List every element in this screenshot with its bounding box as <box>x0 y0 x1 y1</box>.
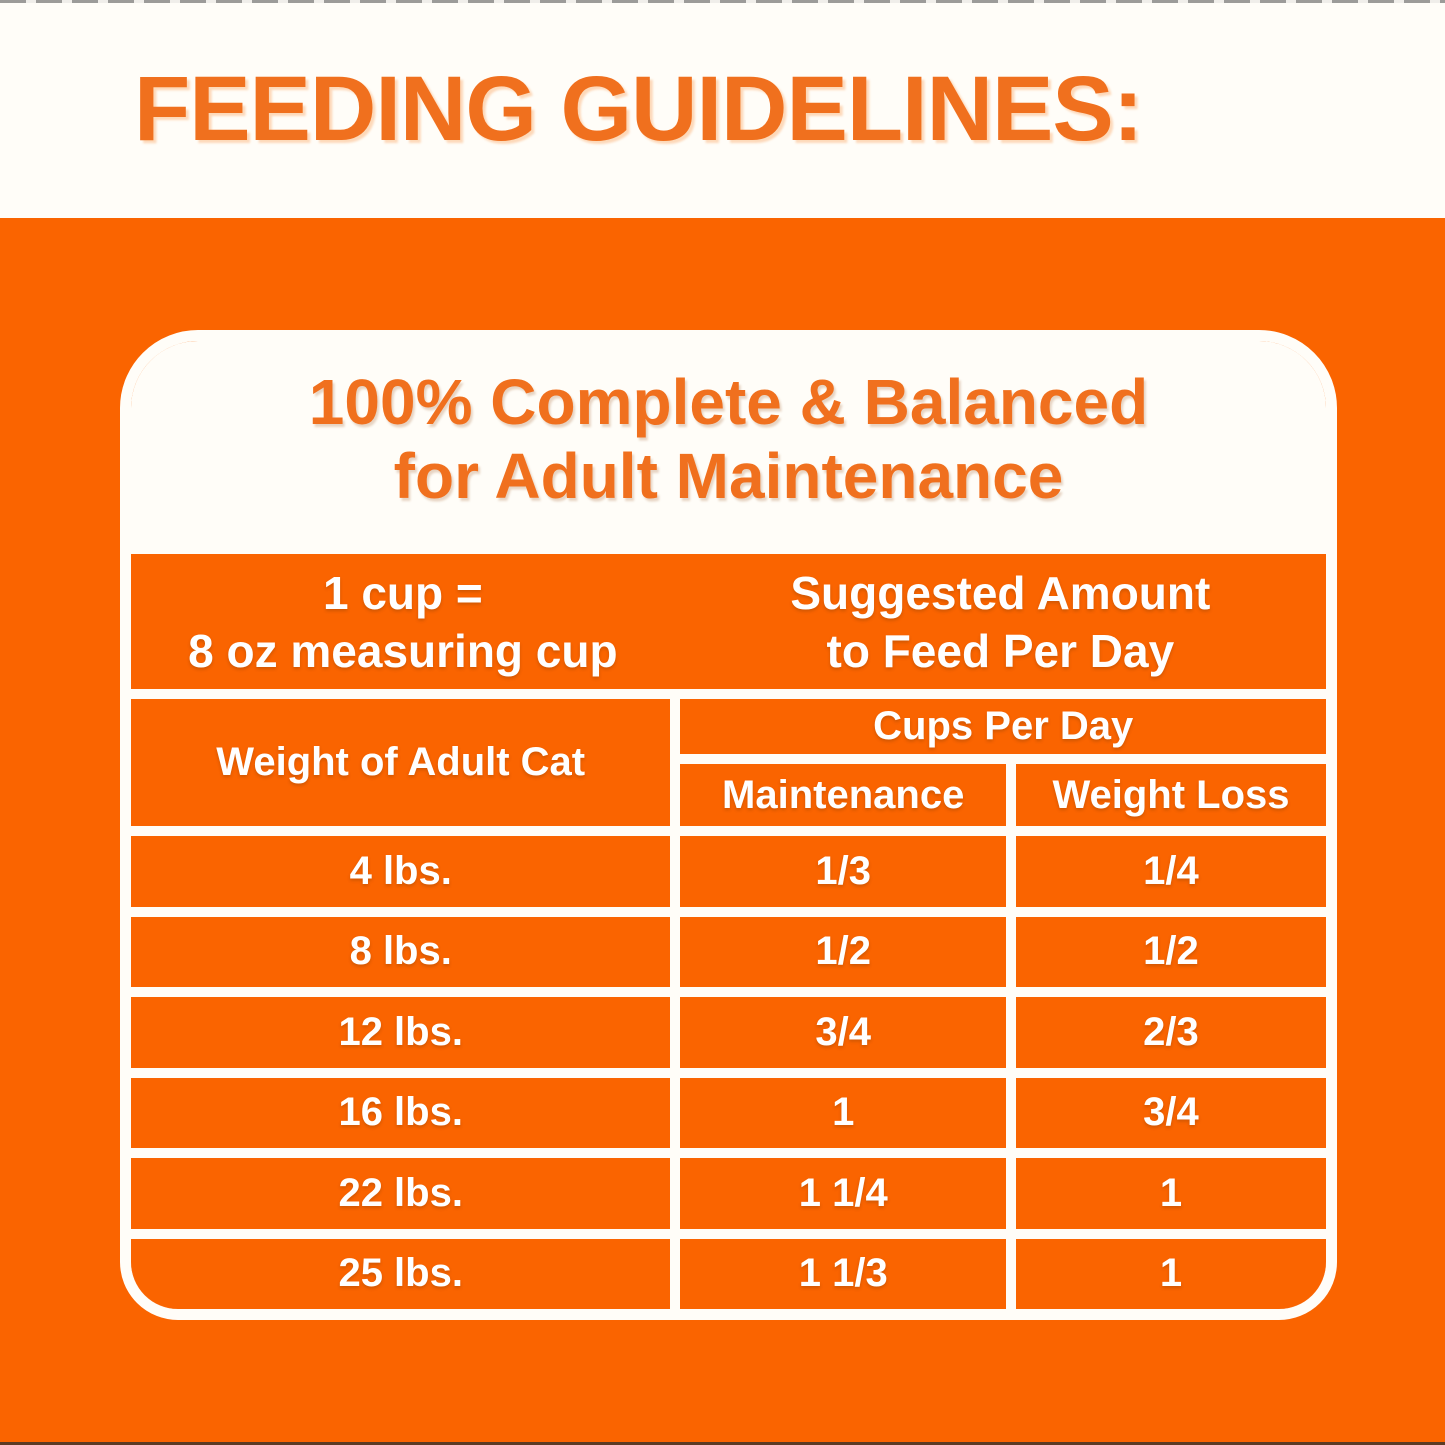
maintenance-cell: 1/2 <box>680 916 1006 987</box>
weight-loss-cell: 1 <box>1015 1158 1326 1229</box>
weight-cell: 22 lbs. <box>131 1158 671 1229</box>
page-title: FEEDING GUIDELINES: <box>134 57 1143 160</box>
measure-note: 1 cup = 8 oz measuring cup <box>131 554 675 689</box>
feeding-table: 1 cup = 8 oz measuring cup Suggested Amo… <box>131 544 1326 1309</box>
weight-cell: 8 lbs. <box>131 916 671 987</box>
card-title-line1: 100% Complete & Balanced <box>308 365 1149 438</box>
maintenance-column-header: Maintenance <box>680 764 1006 826</box>
table-top-band: 1 cup = 8 oz measuring cup Suggested Amo… <box>131 554 1326 689</box>
weight-loss-cell: 1/4 <box>1015 836 1326 907</box>
maintenance-cell: 1 <box>680 1077 1006 1148</box>
maintenance-cell: 1/3 <box>680 836 1006 907</box>
maintenance-cell: 1 1/3 <box>680 1238 1006 1309</box>
maintenance-cell: 1 1/4 <box>680 1158 1006 1229</box>
weight-loss-column-header: Weight Loss <box>1015 764 1326 826</box>
weight-cell: 4 lbs. <box>131 836 671 907</box>
weight-cell: 25 lbs. <box>131 1238 671 1309</box>
weight-loss-cell: 1/2 <box>1015 916 1326 987</box>
weight-loss-cell: 1 <box>1015 1238 1326 1309</box>
header-band: FEEDING GUIDELINES: <box>0 0 1445 218</box>
weight-cell: 12 lbs. <box>131 997 671 1068</box>
card-title-line2: for Adult Maintenance <box>393 439 1064 512</box>
cups-per-day-header: Cups Per Day <box>680 699 1326 754</box>
suggested-note-line2: to Feed Per Day <box>826 624 1175 677</box>
measure-note-line1: 1 cup = <box>322 566 483 619</box>
weight-loss-cell: 2/3 <box>1015 997 1326 1068</box>
bottom-edge-line <box>0 1442 1445 1445</box>
top-edge-line <box>0 0 1445 3</box>
weight-loss-cell: 3/4 <box>1015 1077 1326 1148</box>
suggested-note-line1: Suggested Amount <box>790 566 1211 619</box>
card-title: 100% Complete & Balanced for Adult Maint… <box>131 341 1326 544</box>
weight-column-header: Weight of Adult Cat <box>131 699 671 826</box>
suggested-amount-note: Suggested Amount to Feed Per Day <box>675 554 1326 689</box>
weight-cell: 16 lbs. <box>131 1077 671 1148</box>
maintenance-cell: 3/4 <box>680 997 1006 1068</box>
guidelines-card: 100% Complete & Balanced for Adult Maint… <box>120 330 1337 1320</box>
measure-note-line2: 8 oz measuring cup <box>188 624 618 677</box>
